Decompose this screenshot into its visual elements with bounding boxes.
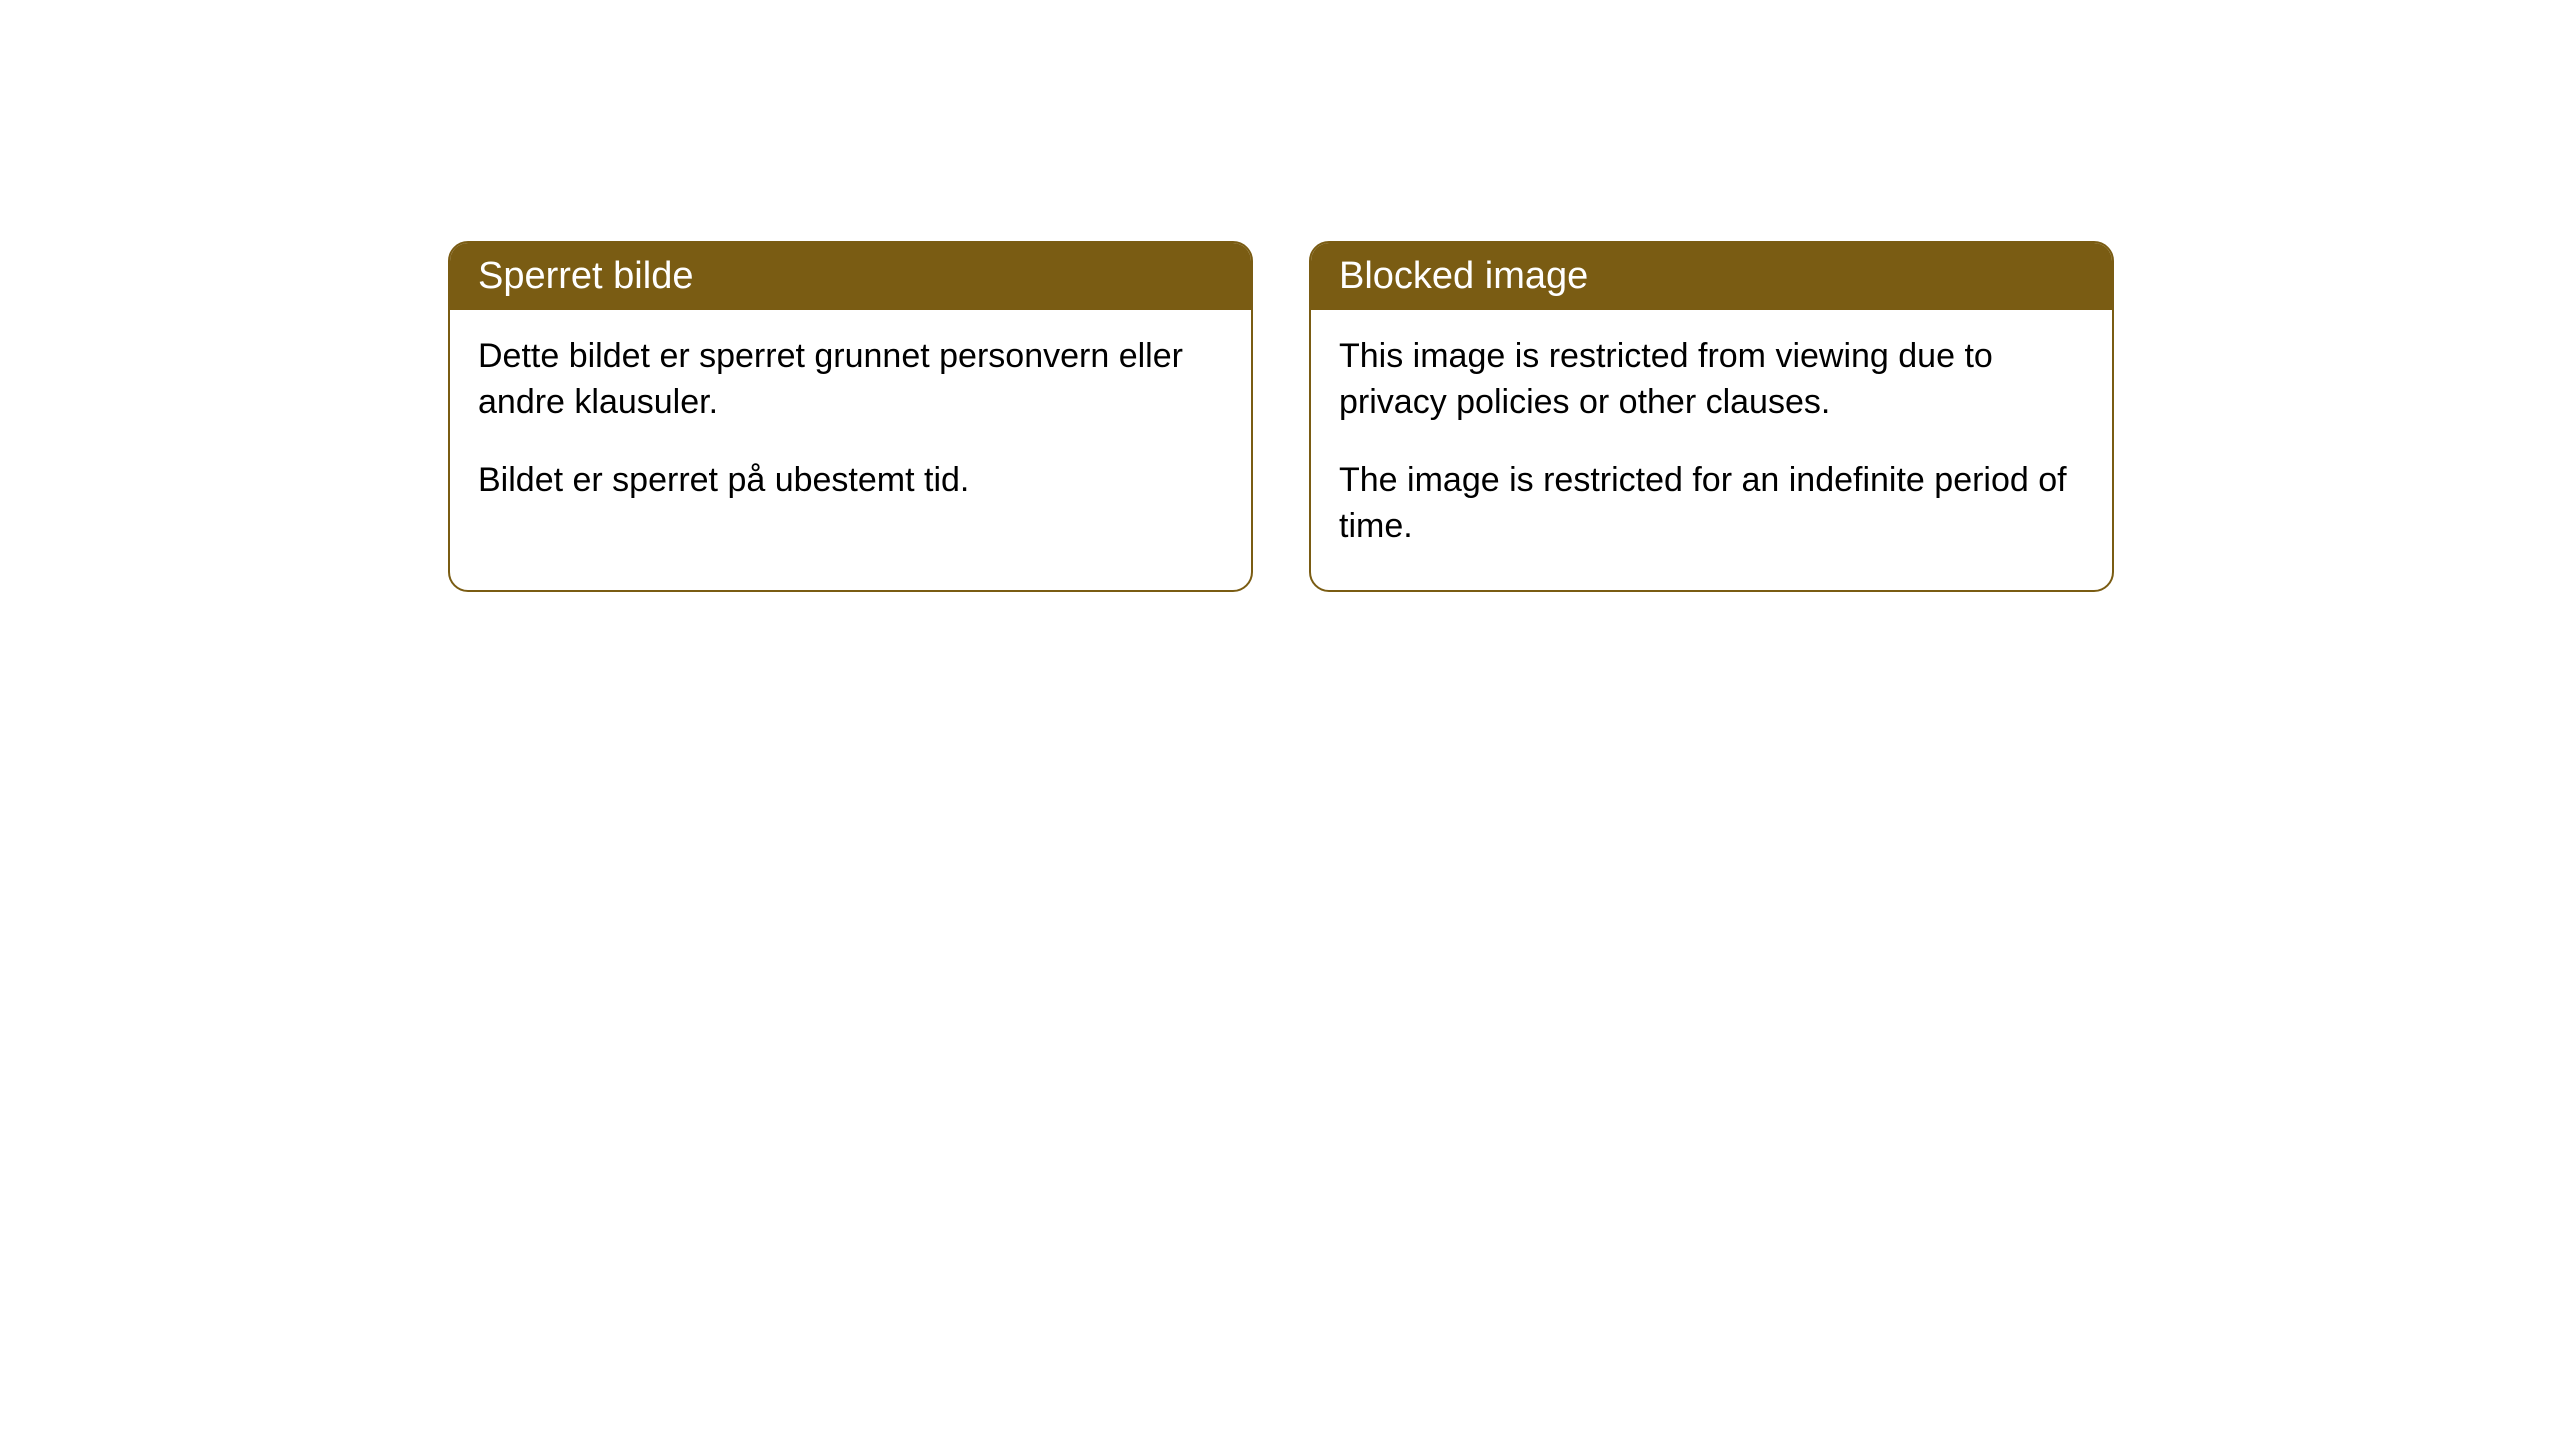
card-body-english: This image is restricted from viewing du… (1311, 310, 2112, 590)
notice-container: Sperret bilde Dette bildet er sperret gr… (448, 241, 2114, 592)
card-header-norwegian: Sperret bilde (450, 243, 1251, 310)
card-header-english: Blocked image (1311, 243, 2112, 310)
card-body-norwegian: Dette bildet er sperret grunnet personve… (450, 310, 1251, 544)
notice-text-norwegian-1: Dette bildet er sperret grunnet personve… (478, 334, 1223, 426)
notice-text-norwegian-2: Bildet er sperret på ubestemt tid. (478, 458, 1223, 504)
notice-text-english-2: The image is restricted for an indefinit… (1339, 458, 2084, 550)
blocked-image-card-english: Blocked image This image is restricted f… (1309, 241, 2114, 592)
notice-text-english-1: This image is restricted from viewing du… (1339, 334, 2084, 426)
blocked-image-card-norwegian: Sperret bilde Dette bildet er sperret gr… (448, 241, 1253, 592)
